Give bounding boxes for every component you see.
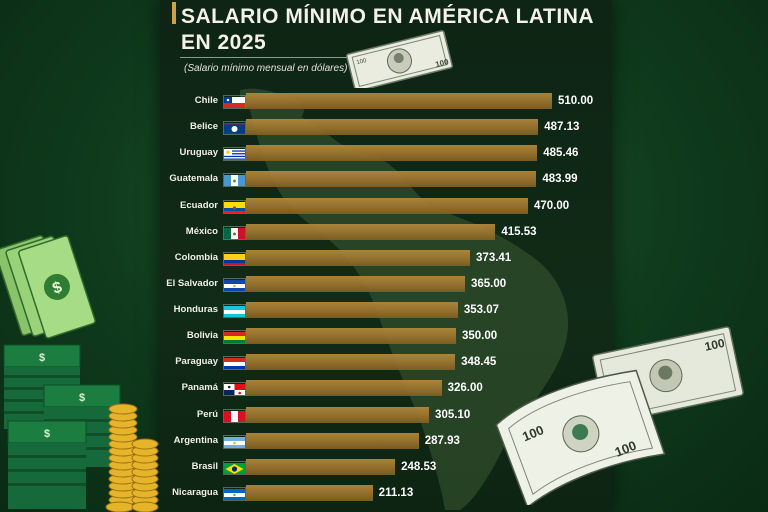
country-label-belize: Belice [190,121,218,133]
bar-belize [246,119,539,136]
country-label-bolivia: Bolivia [186,330,218,342]
country-label-guatemala: Guatemala [169,173,218,185]
dollar-bill-icon: 100 100 [346,30,453,88]
value-label-colombia: 373.41 [476,251,512,264]
country-label-chile: Chile [194,95,218,106]
country-label-colombia: Colombia [174,251,218,263]
belize-flag-icon [223,121,246,136]
country-label-nicaragua: Nicaragua [172,486,218,498]
value-label-peru: 305.10 [435,408,471,421]
chart-title: SALARIO MÍNIMO EN AMÉRICA LATINA EN 2025 [181,5,595,54]
bar-brazil [246,458,396,475]
value-label-panama: 326.00 [447,382,483,395]
honduras-flag-icon [223,304,246,319]
value-label-argentina: 287.93 [424,434,460,447]
title-accent-bar [172,2,176,24]
svg-text:100: 100 [703,336,726,354]
brazil-flag-icon [223,460,246,475]
value-label-el-salvador: 365.00 [471,277,507,290]
country-label-honduras: Honduras [173,304,218,316]
bar-panama [246,380,442,397]
bar-chile [246,93,552,109]
argentina-flag-icon [223,434,246,449]
chile-flag-icon [223,95,246,109]
svg-text:$: $ [39,352,45,364]
cash-stacks-and-coins-icon: $ $ $ $ [0,235,159,512]
bar-bolivia [246,328,456,345]
country-label-argentina: Argentina [173,434,218,446]
svg-text:$: $ [44,428,50,440]
panama-flag-icon [223,382,246,397]
country-label-el-salvador: El Salvador [166,277,218,289]
value-label-chile: 510.00 [558,95,594,107]
dollar-bills-icon: 100 100 100 [495,326,744,505]
bar-ecuador [246,197,528,214]
chart-subtitle: (Salario mínimo mensual en dólares) [184,63,348,74]
svg-text:100: 100 [434,57,450,69]
value-label-brazil: 248.53 [401,460,437,473]
ecuador-flag-icon [223,199,246,214]
country-label-ecuador: Ecuador [179,199,218,211]
bar-uruguay [246,145,538,162]
value-label-uruguay: 485.46 [543,147,579,160]
bar-honduras [246,302,458,319]
country-label-panama: Panamá [181,382,218,394]
el-salvador-flag-icon [223,277,246,292]
nicaragua-flag-icon [223,486,246,501]
bar-peru [246,406,430,423]
bar-colombia [246,249,471,266]
bar-mexico [246,223,496,240]
value-label-honduras: 353.07 [463,304,500,317]
peru-flag-icon [223,408,246,423]
bar-guatemala [246,171,537,188]
svg-text:$: $ [79,392,85,404]
bar-paraguay [246,354,456,371]
uruguay-flag-icon [223,147,246,162]
value-label-guatemala: 483.99 [542,173,578,186]
bar-argentina [246,432,419,449]
bar-el-salvador [246,275,465,292]
country-label-peru: Perú [196,408,218,420]
guatemala-flag-icon [223,173,246,188]
country-label-mexico: México [185,225,218,237]
mexico-flag-icon [223,225,246,240]
paraguay-flag-icon [223,356,246,371]
value-label-nicaragua: 211.13 [378,486,414,499]
country-label-paraguay: Paraguay [175,356,218,368]
bolivia-flag-icon [223,330,246,345]
value-label-mexico: 415.53 [501,225,537,238]
bar-nicaragua [246,484,373,501]
value-label-ecuador: 470.00 [534,199,570,212]
value-label-paraguay: 348.45 [461,356,497,369]
value-label-belize: 487.13 [544,121,580,134]
value-label-bolivia: 350.00 [462,330,498,343]
colombia-flag-icon [223,251,246,266]
title-divider [180,57,430,58]
country-label-brazil: Brasil [191,460,218,472]
svg-text:100: 100 [356,58,368,66]
country-label-uruguay: Uruguay [179,147,218,159]
